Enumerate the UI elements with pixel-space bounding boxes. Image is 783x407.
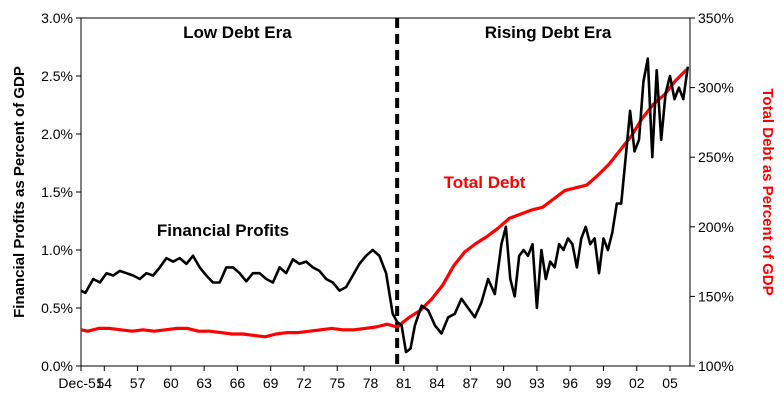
x-tick-label: 87 [463, 375, 479, 391]
x-tick-label: 90 [496, 375, 512, 391]
x-tick-label: 57 [130, 375, 146, 391]
x-tick-label: 93 [529, 375, 545, 391]
x-tick-label: 60 [163, 375, 179, 391]
left-axis-title: Financial Profits as Percent of GDP [11, 66, 28, 318]
series-label-financial-profits: Financial Profits [157, 221, 289, 240]
right-axis-ticks: 100% 150% 200% 250% 300% 350% [690, 10, 734, 374]
x-tick-label: 81 [396, 375, 412, 391]
left-tick-label: 0.0% [41, 358, 73, 374]
left-tick-label: 2.0% [41, 126, 73, 142]
x-tick-label: Dec-51 [58, 375, 103, 391]
right-tick-label: 100% [698, 358, 734, 374]
x-tick-label: 66 [230, 375, 246, 391]
left-tick-label: 2.5% [41, 68, 73, 84]
x-tick-label: 02 [629, 375, 645, 391]
x-tick-label: 96 [562, 375, 578, 391]
right-tick-label: 200% [698, 219, 734, 235]
left-tick-label: 0.5% [41, 300, 73, 316]
era-label-rising-debt: Rising Debt Era [485, 23, 612, 42]
plot-area [80, 17, 691, 367]
x-tick-label: 72 [296, 375, 312, 391]
series-line-total-debt [80, 68, 688, 339]
series-label-total-debt: Total Debt [444, 173, 526, 192]
x-tick-label: 63 [196, 375, 212, 391]
right-axis-title: Total Debt as Percent of GDP [759, 88, 776, 295]
x-tick-label: 54 [97, 375, 113, 391]
right-tick-label: 300% [698, 80, 734, 96]
x-tick-label: 05 [662, 375, 678, 391]
left-tick-label: 1.0% [41, 242, 73, 258]
right-tick-label: 150% [698, 288, 734, 304]
x-tick-label: 69 [263, 375, 279, 391]
x-tick-label: 84 [429, 375, 445, 391]
right-tick-label: 250% [698, 149, 734, 165]
era-label-low-debt: Low Debt Era [183, 23, 292, 42]
left-tick-label: 1.5% [41, 184, 73, 200]
x-tick-label: 75 [329, 375, 345, 391]
x-tick-label: 78 [363, 375, 379, 391]
left-axis-ticks: 0.0% 0.5% 1.0% 1.5% 2.0% 2.5% 3.0% [41, 10, 81, 374]
left-tick-label: 3.0% [41, 10, 73, 26]
series-line-financial-profits [80, 57, 690, 354]
right-tick-label: 350% [698, 10, 734, 26]
x-tick-label: 99 [596, 375, 612, 391]
